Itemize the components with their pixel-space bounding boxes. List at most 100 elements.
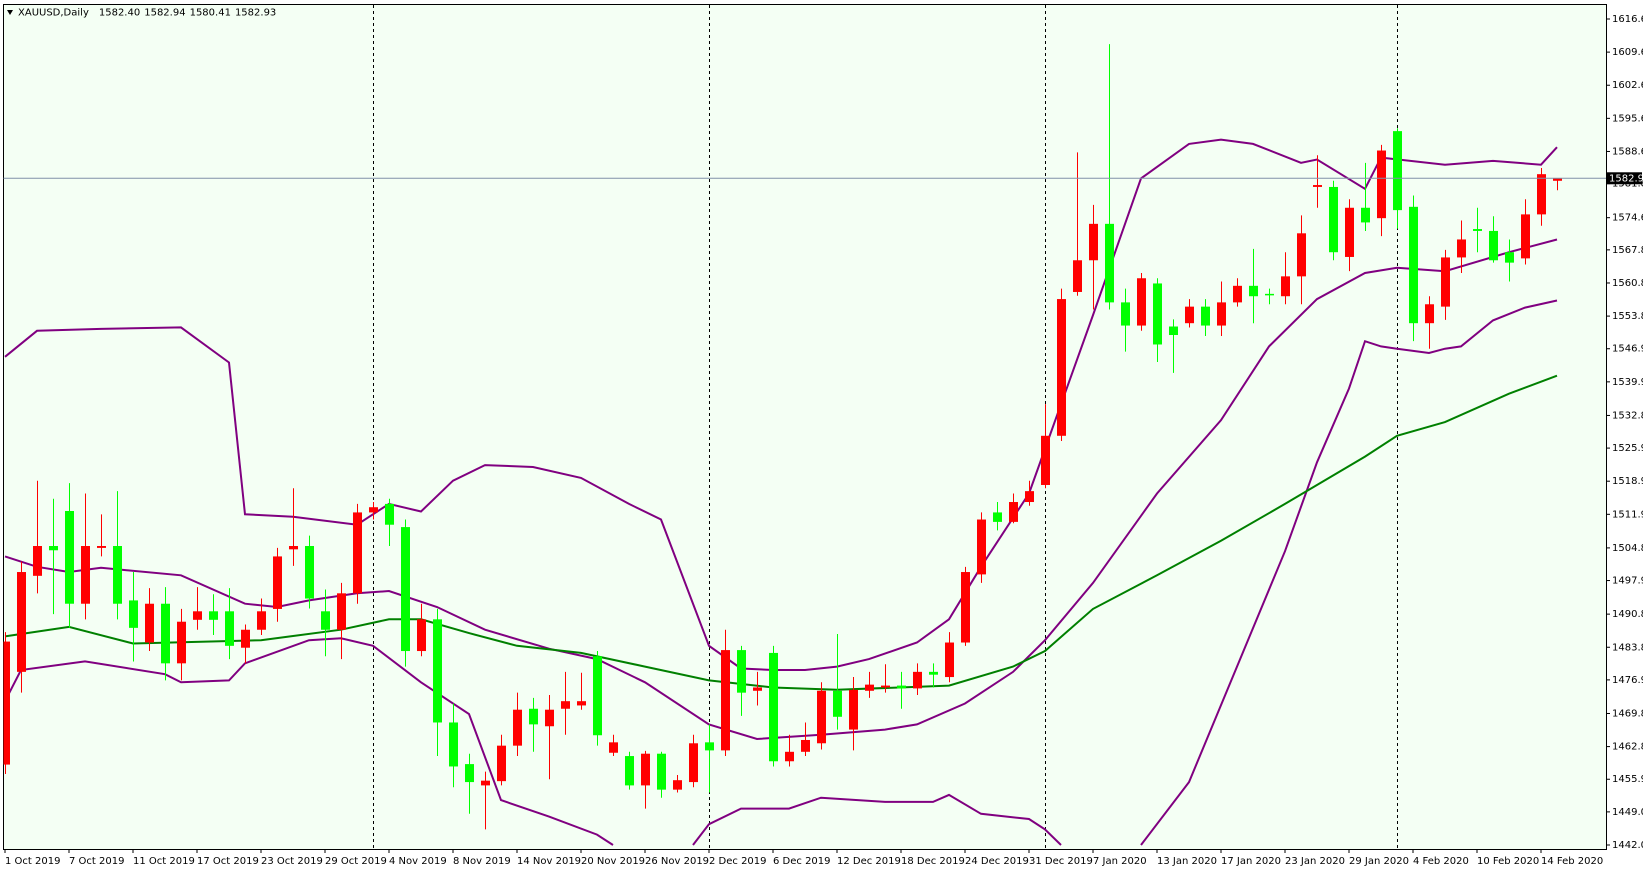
candle-body (881, 685, 890, 688)
candle-body (1329, 186, 1338, 253)
candle-body (225, 611, 234, 646)
candle-body (1057, 299, 1066, 436)
candle-body (1345, 207, 1354, 257)
candle-body (849, 689, 858, 730)
x-tick-label: 13 Jan 2020 (1157, 856, 1217, 867)
candle-body (1425, 304, 1434, 324)
quote-close: 1582.93 (235, 8, 276, 19)
candle-body (529, 708, 538, 725)
indicator-line (4, 138, 1558, 671)
candle-body (1505, 252, 1514, 263)
candle-body (1089, 223, 1098, 261)
y-tick-label: 1511.90 (1612, 509, 1643, 520)
candle-body (1537, 174, 1546, 215)
candle-body (337, 593, 346, 630)
x-tick-label: 14 Nov 2019 (517, 856, 581, 867)
y-tick-label: 1449.00 (1612, 807, 1643, 818)
candle-body (801, 739, 810, 752)
symbol-title: XAUUSD,Daily (18, 8, 89, 19)
candle-body (401, 527, 410, 652)
candle-body (241, 629, 250, 648)
plot-area (3, 4, 1607, 850)
candle-body (353, 512, 362, 594)
candle-body (113, 546, 122, 604)
candle-body (81, 546, 90, 604)
x-tick-label: 7 Jan 2020 (1093, 856, 1147, 867)
candle-body (1409, 206, 1418, 324)
candle-body (897, 685, 906, 689)
y-tick-label: 1595.60 (1612, 113, 1643, 124)
candle-body (945, 642, 954, 678)
candle-body (785, 751, 794, 762)
candle-body (961, 572, 970, 643)
candle-body (97, 546, 106, 548)
candle-body (177, 621, 186, 664)
x-tick-label: 1 Oct 2019 (5, 856, 60, 867)
candle-body (1185, 306, 1194, 324)
x-tick-label: 20 Nov 2019 (581, 856, 645, 867)
y-tick-label: 1616.60 (1612, 14, 1643, 25)
candle-body (369, 507, 378, 513)
x-tick-label: 12 Dec 2019 (837, 856, 901, 867)
candle-body (609, 742, 618, 753)
candle-body (689, 743, 698, 783)
y-tick-label: 1609.60 (1612, 47, 1643, 58)
x-tick-label: 29 Jan 2020 (1349, 856, 1409, 867)
candle-body (321, 611, 330, 630)
candle-body (1281, 276, 1290, 297)
candle-body (209, 611, 218, 620)
candle-body (1009, 502, 1018, 522)
candle-body (385, 503, 394, 525)
candle-body (753, 687, 762, 691)
candle-body (1217, 302, 1226, 326)
y-tick-label: 1532.80 (1612, 410, 1643, 421)
candle-body (913, 671, 922, 689)
candle-body (273, 556, 282, 609)
candle-body (545, 709, 554, 727)
candle-body (1521, 214, 1530, 259)
x-tick-label: 17 Oct 2019 (197, 856, 259, 867)
candle-body (1361, 207, 1370, 223)
price-tag-label: 1582.93 (1609, 173, 1643, 184)
candle-body (1169, 326, 1178, 336)
x-tick-label: 2 Dec 2019 (709, 856, 767, 867)
candle-body (129, 600, 138, 628)
candle-body (865, 684, 874, 691)
candle-body (929, 671, 938, 675)
x-tick-label: 8 Nov 2019 (453, 856, 511, 867)
candle-body (561, 701, 570, 709)
x-tick-label: 4 Feb 2020 (1413, 856, 1469, 867)
candle-body (737, 650, 746, 693)
candle-body (1201, 306, 1210, 326)
x-tick-label: 26 Nov 2019 (645, 856, 709, 867)
candle-body (33, 546, 42, 576)
candle-body (1393, 131, 1402, 211)
menu-arrow[interactable] (7, 10, 13, 15)
plot (3, 44, 1606, 846)
y-tick-label: 1567.80 (1612, 245, 1643, 256)
candle-body (145, 603, 154, 643)
y-tick-label: 1455.90 (1612, 774, 1643, 785)
candle-body (49, 546, 58, 551)
candle-body (465, 764, 474, 783)
candle-body (1441, 257, 1450, 307)
candle-body (1297, 233, 1306, 277)
candle-body (1249, 285, 1258, 297)
x-tick-label: 31 Dec 2019 (1029, 856, 1093, 867)
candle-body (1121, 302, 1130, 326)
candle-body (1233, 285, 1242, 303)
candle-body (1489, 230, 1498, 261)
candle-body (305, 546, 314, 599)
y-tick-label: 1462.80 (1612, 742, 1643, 753)
candle-body (705, 742, 714, 751)
candle-body (769, 652, 778, 762)
y-tick-label: 1497.90 (1612, 576, 1643, 587)
candle-body (481, 780, 490, 786)
candle-body (1073, 260, 1082, 292)
candle-body (1265, 293, 1274, 296)
indicator-line (4, 238, 1558, 741)
y-tick-label: 1525.90 (1612, 443, 1643, 454)
y-tick-label: 1476.90 (1612, 675, 1643, 686)
candle-body (673, 780, 682, 790)
